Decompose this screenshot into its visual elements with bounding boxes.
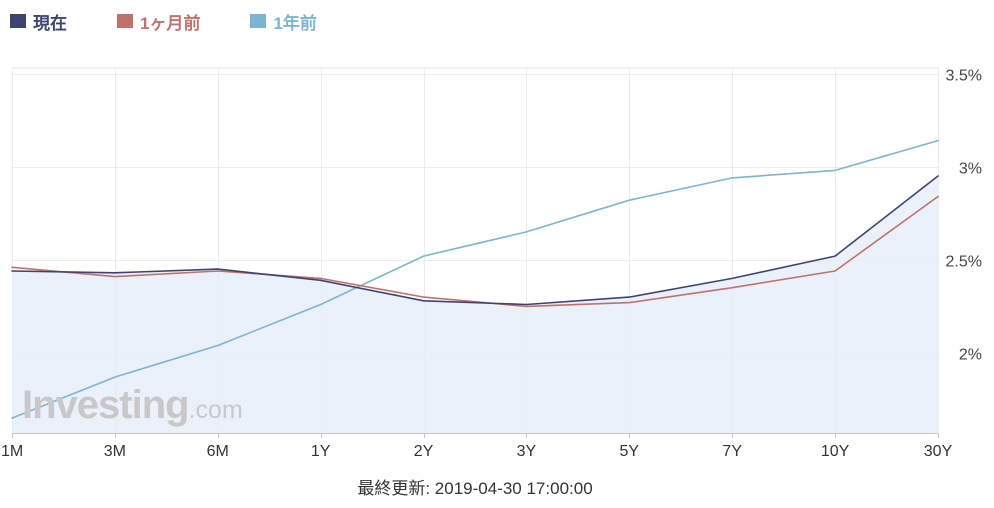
series-line [11, 195, 939, 308]
last-updated-timestamp: 2019-04-30 17:00:00 [434, 479, 593, 498]
chart-series [11, 139, 939, 419]
investing-watermark-logo: Investing.com [22, 383, 243, 427]
legend-item-1-month-ago[interactable]: 1ヶ月前 [117, 9, 200, 34]
x-tick-label: 6M [207, 443, 229, 460]
last-updated-label: 最終更新: [357, 479, 431, 498]
series-area-fill [12, 176, 938, 434]
x-tick-label: 1Y [311, 443, 331, 460]
x-tick-label: 3M [104, 443, 126, 460]
legend-swatch-current [10, 14, 26, 28]
x-tick-label: 7Y [722, 443, 742, 460]
series-line [11, 139, 939, 419]
chart-tick-labels: 3.5% 3% 2.5% 2% 1M 3M 6M 1Y 2Y 3Y 5Y 7Y 10Y 30Y [1, 68, 982, 461]
x-tick-label: 2Y [414, 443, 434, 460]
legend-label-1-year-ago: 1年前 [273, 13, 317, 33]
x-tick-label: 30Y [924, 443, 953, 460]
last-updated-footer: 最終更新: 2019-04-30 17:00:00 [0, 474, 950, 499]
y-tick-label: 2% [959, 347, 982, 364]
y-tick-label: 3% [959, 161, 982, 178]
legend-swatch-1-year-ago [250, 14, 267, 28]
chart-axes [12, 433, 939, 438]
legend-label-current: 現在 [33, 13, 67, 33]
legend-item-current[interactable]: 現在 [10, 9, 67, 34]
x-tick-label: 5Y [620, 443, 640, 460]
chart-legend: 現在 1ヶ月前 1年前 [10, 8, 367, 34]
y-tick-label: 2.5% [946, 254, 982, 271]
legend-label-1-month-ago: 1ヶ月前 [140, 13, 201, 33]
x-tick-label: 1M [1, 443, 23, 460]
y-tick-label: 3.5% [946, 68, 982, 85]
x-tick-label: 3Y [517, 443, 537, 460]
series-line [11, 175, 939, 306]
chart-area-fill [12, 176, 938, 434]
legend-item-1-year-ago[interactable]: 1年前 [250, 9, 317, 34]
x-tick-label: 10Y [821, 443, 850, 460]
legend-swatch-1-month-ago [117, 14, 133, 28]
